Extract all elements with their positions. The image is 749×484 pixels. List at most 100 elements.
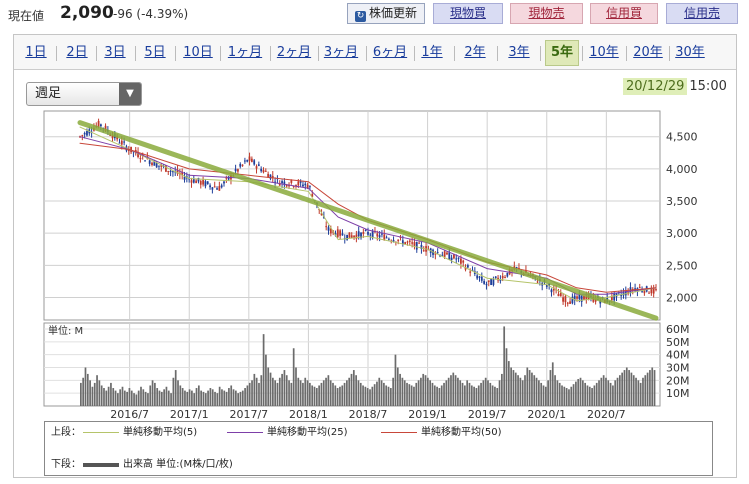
volume-bar <box>114 390 117 406</box>
shinyo-buy-button[interactable]: 信用買 <box>590 3 658 24</box>
tab-8[interactable]: 6ヶ月 <box>372 45 408 60</box>
volume-bar <box>341 385 344 406</box>
candle-body <box>562 297 564 302</box>
trendline <box>77 120 659 321</box>
candle-body <box>255 166 258 169</box>
volume-bar <box>554 375 556 406</box>
candle-body <box>144 160 146 162</box>
volume-bar <box>149 385 152 406</box>
tab-5[interactable]: 1ヶ月 <box>227 45 263 60</box>
volume-bar <box>498 380 501 406</box>
period-select[interactable]: 週足 ▼ <box>26 82 142 106</box>
legend-ma50-swatch <box>381 432 417 433</box>
tab-4[interactable]: 10日 <box>183 45 213 60</box>
volume-bar <box>186 391 189 406</box>
candle-body <box>127 149 130 152</box>
candle-body <box>153 160 156 166</box>
price-tick-label: 2,500 <box>666 259 698 272</box>
volume-bar <box>234 390 237 406</box>
tab-3[interactable]: 5日 <box>144 45 166 60</box>
volume-bar <box>304 377 307 406</box>
candle-body <box>480 276 483 281</box>
volume-bar <box>625 367 628 406</box>
volume-bar <box>350 373 353 406</box>
x-tick-label: 2017/7 <box>229 408 268 421</box>
volume-bar <box>528 370 531 406</box>
candle-body <box>545 285 548 287</box>
x-tick-label: 2018/7 <box>349 408 388 421</box>
volume-bar <box>158 390 161 406</box>
candle-body <box>471 269 474 271</box>
volume-bar <box>475 388 478 406</box>
volume-bar <box>424 375 427 406</box>
candle-body <box>262 170 265 173</box>
volume-bar <box>144 391 147 406</box>
volume-bar <box>255 377 258 406</box>
candle-body <box>336 229 339 237</box>
candle-body <box>169 170 172 172</box>
tab-14[interactable]: 20年 <box>633 45 663 60</box>
candle-body <box>118 142 121 144</box>
tab-6[interactable]: 2ヶ月 <box>276 45 312 60</box>
tab-9[interactable]: 1年 <box>421 45 443 60</box>
candle-body <box>97 120 100 128</box>
volume-bar <box>642 377 644 406</box>
candle-body <box>457 257 460 259</box>
volume-bar <box>195 388 198 406</box>
candle-body <box>610 295 613 301</box>
candle-body <box>204 181 207 187</box>
tab-separator <box>497 46 498 61</box>
tab-7[interactable]: 3ヶ月 <box>323 45 359 60</box>
candle-body <box>327 227 330 231</box>
volume-bar <box>343 382 346 406</box>
candle-body <box>253 160 256 165</box>
tab-15[interactable]: 30年 <box>675 45 705 60</box>
volume-bar <box>269 372 272 406</box>
volume-bar <box>628 370 630 406</box>
tab-2[interactable]: 3日 <box>104 45 126 60</box>
volume-bar <box>489 382 492 406</box>
volume-unit-label: 単位: M <box>48 324 83 337</box>
tab-0[interactable]: 1日 <box>25 45 47 60</box>
tab-separator <box>581 46 583 61</box>
volume-bar <box>565 388 568 406</box>
tab-11[interactable]: 3年 <box>508 45 530 60</box>
tab-1[interactable]: 2日 <box>66 45 88 60</box>
volume-bar <box>383 382 385 406</box>
candle-body <box>376 233 379 237</box>
volume-bar <box>202 391 205 406</box>
candle-body <box>216 188 218 190</box>
candle-body <box>360 232 362 239</box>
volume-bar <box>415 382 418 406</box>
candle-body <box>536 281 539 283</box>
volume-bar <box>623 370 626 406</box>
candle-body <box>353 235 355 238</box>
volume-bar <box>327 375 330 406</box>
genbutsu-sell-button[interactable]: 現物売 <box>510 3 583 24</box>
volume-bar <box>445 380 448 406</box>
tab-10[interactable]: 2年 <box>464 45 486 60</box>
candle-body <box>167 170 170 172</box>
tab-separator <box>540 46 541 61</box>
volume-bar <box>278 377 281 406</box>
tab-12[interactable]: 5年 <box>545 40 579 66</box>
genbutsu-buy-button[interactable]: 現物買 <box>433 3 503 24</box>
volume-bar <box>221 389 223 406</box>
volume-bar <box>542 385 545 406</box>
shinyo-sell-button[interactable]: 信用売 <box>666 3 738 24</box>
volume-bar <box>283 370 286 406</box>
volume-bar <box>214 391 216 406</box>
volume-bar <box>309 382 311 406</box>
candle-body <box>508 268 511 275</box>
volume-bar <box>524 375 526 406</box>
volume-bar <box>593 385 596 406</box>
candle-body <box>309 186 311 188</box>
tab-separator <box>269 46 271 61</box>
chevron-down-icon: ▼ <box>119 83 141 105</box>
candle-body <box>401 240 404 244</box>
refresh-price-button[interactable]: ↻ 株価更新 <box>347 3 425 24</box>
candle-body <box>234 168 237 172</box>
tab-13[interactable]: 10年 <box>589 45 619 60</box>
volume-bar <box>420 377 422 406</box>
volume-bar <box>484 377 487 406</box>
